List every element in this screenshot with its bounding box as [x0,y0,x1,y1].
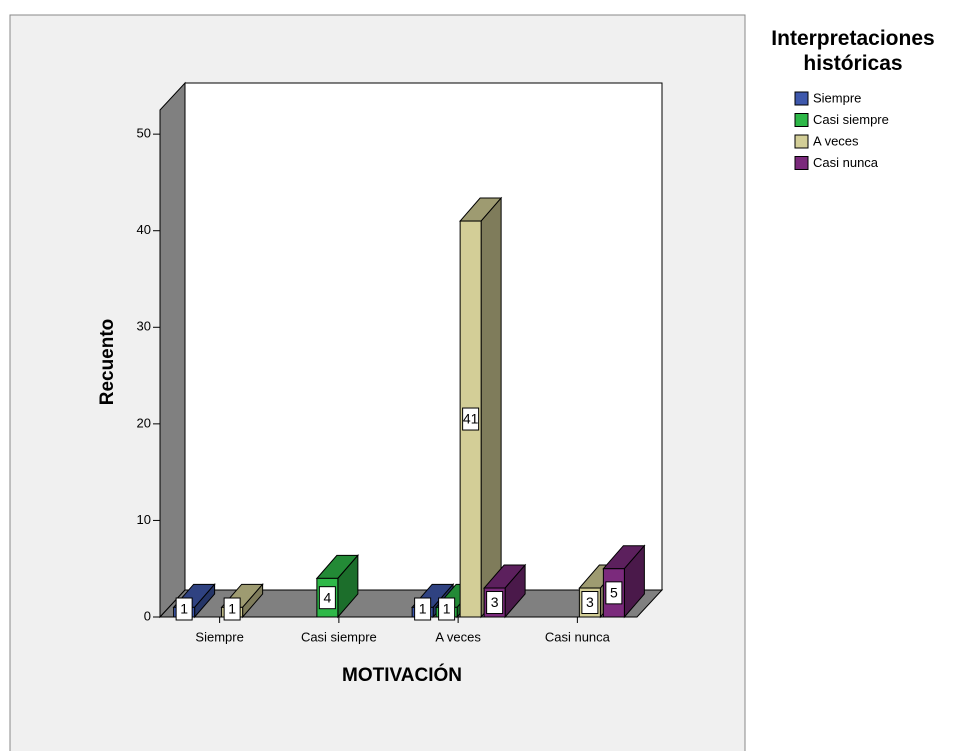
value-label: 1 [443,601,451,617]
value-label-box [318,586,336,610]
value-label-box [438,597,456,621]
x-axis-label: MOTIVACIÓN [342,664,462,686]
y-tick-label: 50 [137,126,151,141]
y-tick-label: 20 [137,415,151,430]
legend-label: Siempre [813,90,861,105]
value-label-box [223,597,241,621]
legend-swatch [794,156,809,170]
bar-side [480,196,502,619]
legend-swatch [794,113,809,127]
value-label: 3 [586,594,594,610]
y-axis-label: Recuento [97,319,118,406]
y-tick-label: 0 [144,608,151,623]
value-label-box [414,597,432,621]
back-wall [184,82,663,591]
x-tick-label: A veces [435,629,481,644]
x-tick-label: Siempre [195,629,243,644]
value-label: 5 [610,585,618,601]
y-tick-label: 30 [137,319,151,334]
value-label: 3 [491,594,499,610]
value-label: 41 [463,411,479,427]
value-label-box [605,581,623,605]
value-label-box [486,591,504,615]
legend-swatch [794,134,809,149]
value-label: 4 [323,589,331,605]
legend-label: A veces [813,133,859,148]
value-label-box [175,597,193,621]
value-label-box [462,407,480,431]
value-label: 1 [228,601,236,617]
y-tick-label: 10 [137,512,151,527]
side-wall [159,81,186,619]
x-tick-label: Casi nunca [545,629,611,644]
legend-swatch [794,91,809,106]
legend-label: Casi nunca [813,155,879,170]
value-label: 1 [419,601,427,617]
legend-title: Interpretaciones históricas [771,27,935,75]
legend-label: Casi siempre [813,112,889,127]
value-label-box [581,591,599,615]
x-tick-label: Casi siempre [301,629,377,644]
y-tick-label: 40 [137,222,151,237]
value-label: 1 [180,601,188,617]
